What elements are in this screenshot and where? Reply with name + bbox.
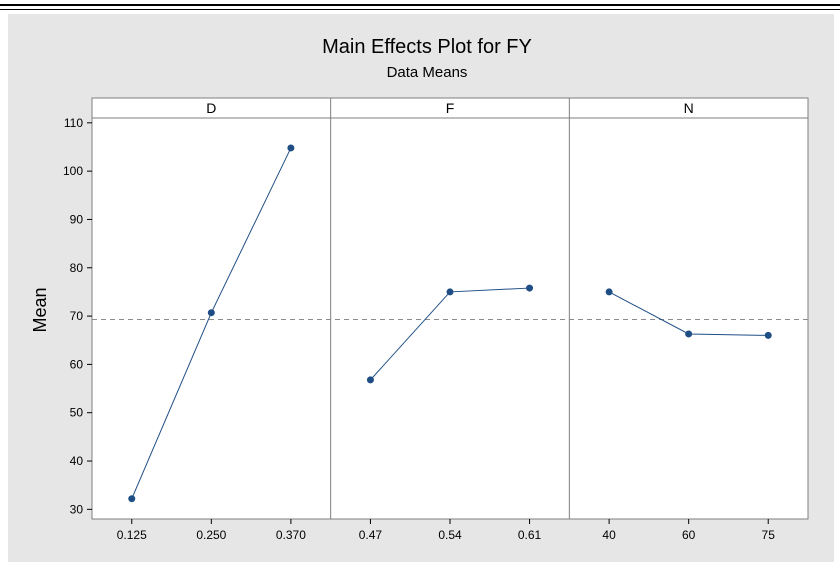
y-tick-label: 30 — [70, 502, 84, 516]
panel-header-n: N — [684, 100, 694, 116]
x-tick-label: 0.61 — [518, 528, 542, 542]
y-tick-label: 40 — [70, 454, 84, 468]
y-tick-label: 50 — [70, 406, 84, 420]
y-tick-label: 100 — [63, 164, 83, 178]
x-tick-label: 40 — [602, 528, 616, 542]
y-tick-label: 80 — [70, 261, 84, 275]
chart-title: Main Effects Plot for FY — [322, 36, 532, 58]
data-point — [366, 376, 374, 384]
x-tick-label: 0.370 — [276, 528, 306, 542]
plot-area — [91, 97, 809, 520]
data-point — [207, 309, 215, 317]
top-rule-thin — [0, 9, 840, 10]
y-tick-label: 90 — [70, 212, 84, 226]
top-rule-thick — [0, 4, 840, 6]
x-tick-label: 0.250 — [196, 528, 226, 542]
x-tick-label: 60 — [682, 528, 696, 542]
data-point — [685, 330, 693, 338]
plot-layer: 30 40 50 60 70 80 90 100 110 D 0.125 0.250 0.370 F 0.4… — [63, 97, 809, 542]
data-point — [605, 288, 613, 296]
data-point — [128, 495, 136, 503]
y-axis-label: Mean — [30, 287, 50, 332]
y-tick-label: 110 — [64, 116, 83, 130]
data-point — [764, 331, 772, 339]
data-point — [526, 284, 534, 292]
chart-subtitle: Data Means — [387, 64, 468, 81]
x-tick-label: 0.47 — [359, 528, 383, 542]
data-point — [446, 288, 454, 296]
data-point — [287, 144, 295, 152]
x-tick-label: 75 — [762, 528, 776, 542]
x-tick-label: 0.54 — [438, 528, 462, 542]
y-tick-label: 70 — [70, 309, 84, 323]
y-tick-label: 60 — [70, 357, 84, 371]
x-tick-label: 0.125 — [117, 528, 147, 542]
panel-header-d: D — [206, 100, 216, 116]
panel-header-f: F — [446, 100, 455, 116]
